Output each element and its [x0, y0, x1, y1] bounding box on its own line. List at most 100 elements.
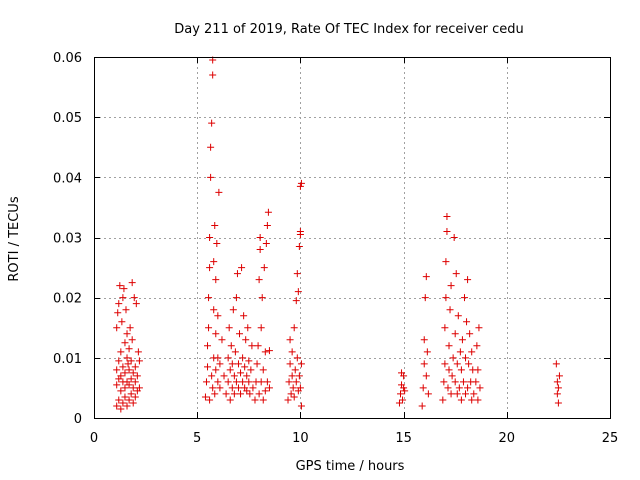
data-point: [122, 306, 130, 314]
data-point: [211, 390, 219, 398]
data-point: [259, 366, 267, 374]
data-point: [130, 294, 138, 302]
data-point: [418, 402, 426, 410]
data-point: [212, 330, 220, 338]
data-point: [263, 221, 271, 229]
data-point: [460, 294, 468, 302]
data-point: [209, 384, 217, 392]
y-tick-label: 0.04: [53, 171, 82, 186]
data-point: [120, 285, 128, 293]
data-point: [125, 366, 133, 374]
data-point: [470, 390, 478, 398]
data-point: [286, 336, 294, 344]
data-point: [239, 354, 247, 362]
data-point: [213, 240, 221, 248]
data-point: [441, 360, 449, 368]
data-point: [204, 342, 212, 350]
data-point: [474, 366, 482, 374]
data-point: [455, 384, 463, 392]
data-point: [113, 324, 121, 332]
data-point: [449, 354, 457, 362]
data-point: [554, 399, 562, 407]
data-point: [294, 288, 302, 296]
data-point: [207, 143, 215, 151]
data-point: [465, 360, 473, 368]
data-point: [457, 396, 465, 404]
y-tick-label: 0.06: [53, 51, 82, 66]
data-point: [220, 372, 228, 380]
data-point: [443, 212, 451, 220]
data-point: [225, 324, 233, 332]
data-point: [233, 270, 241, 278]
data-point: [293, 354, 301, 362]
x-axis-label: GPS time / hours: [296, 459, 405, 474]
data-point: [230, 390, 238, 398]
data-point: [401, 387, 409, 395]
data-point: [239, 378, 247, 386]
data-point: [117, 387, 125, 395]
data-point: [422, 372, 430, 380]
data-point: [205, 324, 213, 332]
data-point: [454, 312, 462, 320]
data-point: [214, 312, 222, 320]
data-point: [204, 363, 212, 371]
data-point: [121, 384, 129, 392]
data-point: [297, 360, 305, 368]
data-point: [265, 384, 273, 392]
data-point: [125, 345, 133, 353]
data-point: [419, 384, 427, 392]
data-point: [123, 354, 131, 362]
data-point: [420, 360, 428, 368]
data-point: [264, 208, 272, 216]
data-point: [400, 372, 408, 380]
data-point: [113, 402, 121, 410]
data-point: [421, 294, 429, 302]
data-point: [119, 399, 127, 407]
data-point: [131, 393, 139, 401]
x-tick-label: 5: [193, 431, 201, 446]
data-point: [451, 378, 459, 386]
data-point: [224, 354, 232, 362]
data-point: [212, 366, 220, 374]
data-point: [115, 300, 123, 308]
data-point: [121, 393, 129, 401]
data-point: [126, 324, 134, 332]
data-point: [453, 360, 461, 368]
data-point: [206, 234, 214, 241]
data-point: [121, 369, 129, 377]
data-point: [117, 348, 125, 356]
data-point: [211, 221, 219, 229]
data-point: [125, 381, 133, 389]
data-point: [206, 396, 214, 404]
data-point: [237, 369, 245, 377]
data-point: [462, 354, 470, 362]
data-point: [265, 347, 273, 355]
data-point: [473, 342, 481, 350]
data-point: [292, 297, 300, 305]
data-point: [214, 354, 222, 362]
data-point: [288, 348, 296, 356]
data-point: [128, 336, 136, 344]
data-point: [208, 119, 216, 127]
data-point: [212, 276, 220, 284]
data-point: [123, 330, 131, 338]
data-point: [232, 294, 240, 302]
data-point: [258, 294, 266, 302]
y-tick-label: 0: [74, 412, 82, 427]
data-point: [443, 227, 451, 235]
data-point: [208, 372, 216, 380]
data-point: [464, 276, 472, 284]
data-point: [468, 396, 476, 404]
data-point: [451, 330, 459, 338]
y-axis-label: ROTI / TECUs: [7, 196, 22, 281]
data-point: [448, 372, 456, 380]
data-point: [115, 357, 123, 365]
data-point: [475, 324, 483, 332]
data-point: [129, 369, 137, 377]
grid-lines: [94, 57, 610, 418]
data-point: [458, 336, 466, 344]
data-point: [400, 384, 408, 392]
data-point: [214, 378, 222, 386]
data-point: [445, 366, 453, 374]
data-point: [263, 378, 271, 386]
